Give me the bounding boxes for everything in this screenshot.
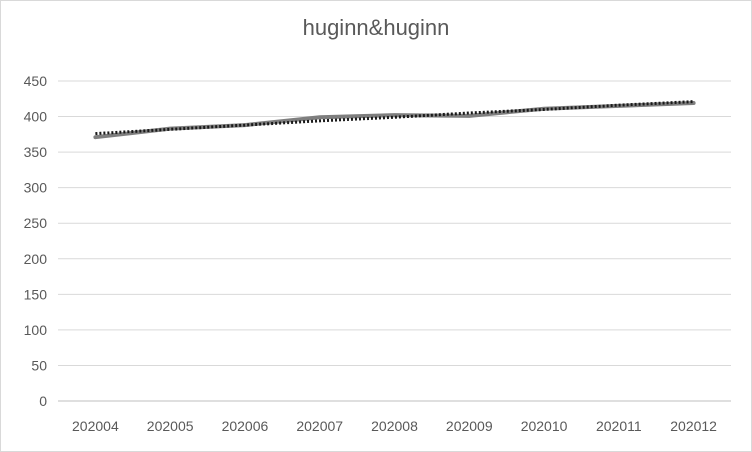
y-tick-label: 50: [31, 357, 47, 373]
x-tick-label: 202009: [446, 418, 493, 434]
x-tick-label: 202008: [371, 418, 418, 434]
x-tick-label: 202010: [521, 418, 568, 434]
y-tick-label: 350: [24, 144, 48, 160]
series-line-1: [93, 101, 696, 140]
y-tick-label: 450: [24, 73, 48, 89]
y-tick-label: 250: [24, 215, 48, 231]
y-tick-label: 0: [39, 393, 47, 409]
y-tick-label: 150: [24, 286, 48, 302]
y-tick-label: 100: [24, 322, 48, 338]
series-line-2: [95, 100, 694, 136]
chart-title: huginn&huginn: [302, 15, 450, 40]
x-tick-label: 202007: [296, 418, 343, 434]
y-tick-label: 400: [24, 109, 48, 125]
x-tick-label: 202005: [147, 418, 194, 434]
x-tick-label: 202004: [72, 418, 119, 434]
y-tick-label: 200: [24, 251, 48, 267]
x-tick-label: 202006: [222, 418, 269, 434]
x-tick-label: 202012: [670, 418, 717, 434]
x-tick-label: 202011: [596, 418, 642, 434]
y-tick-label: 300: [24, 180, 48, 196]
